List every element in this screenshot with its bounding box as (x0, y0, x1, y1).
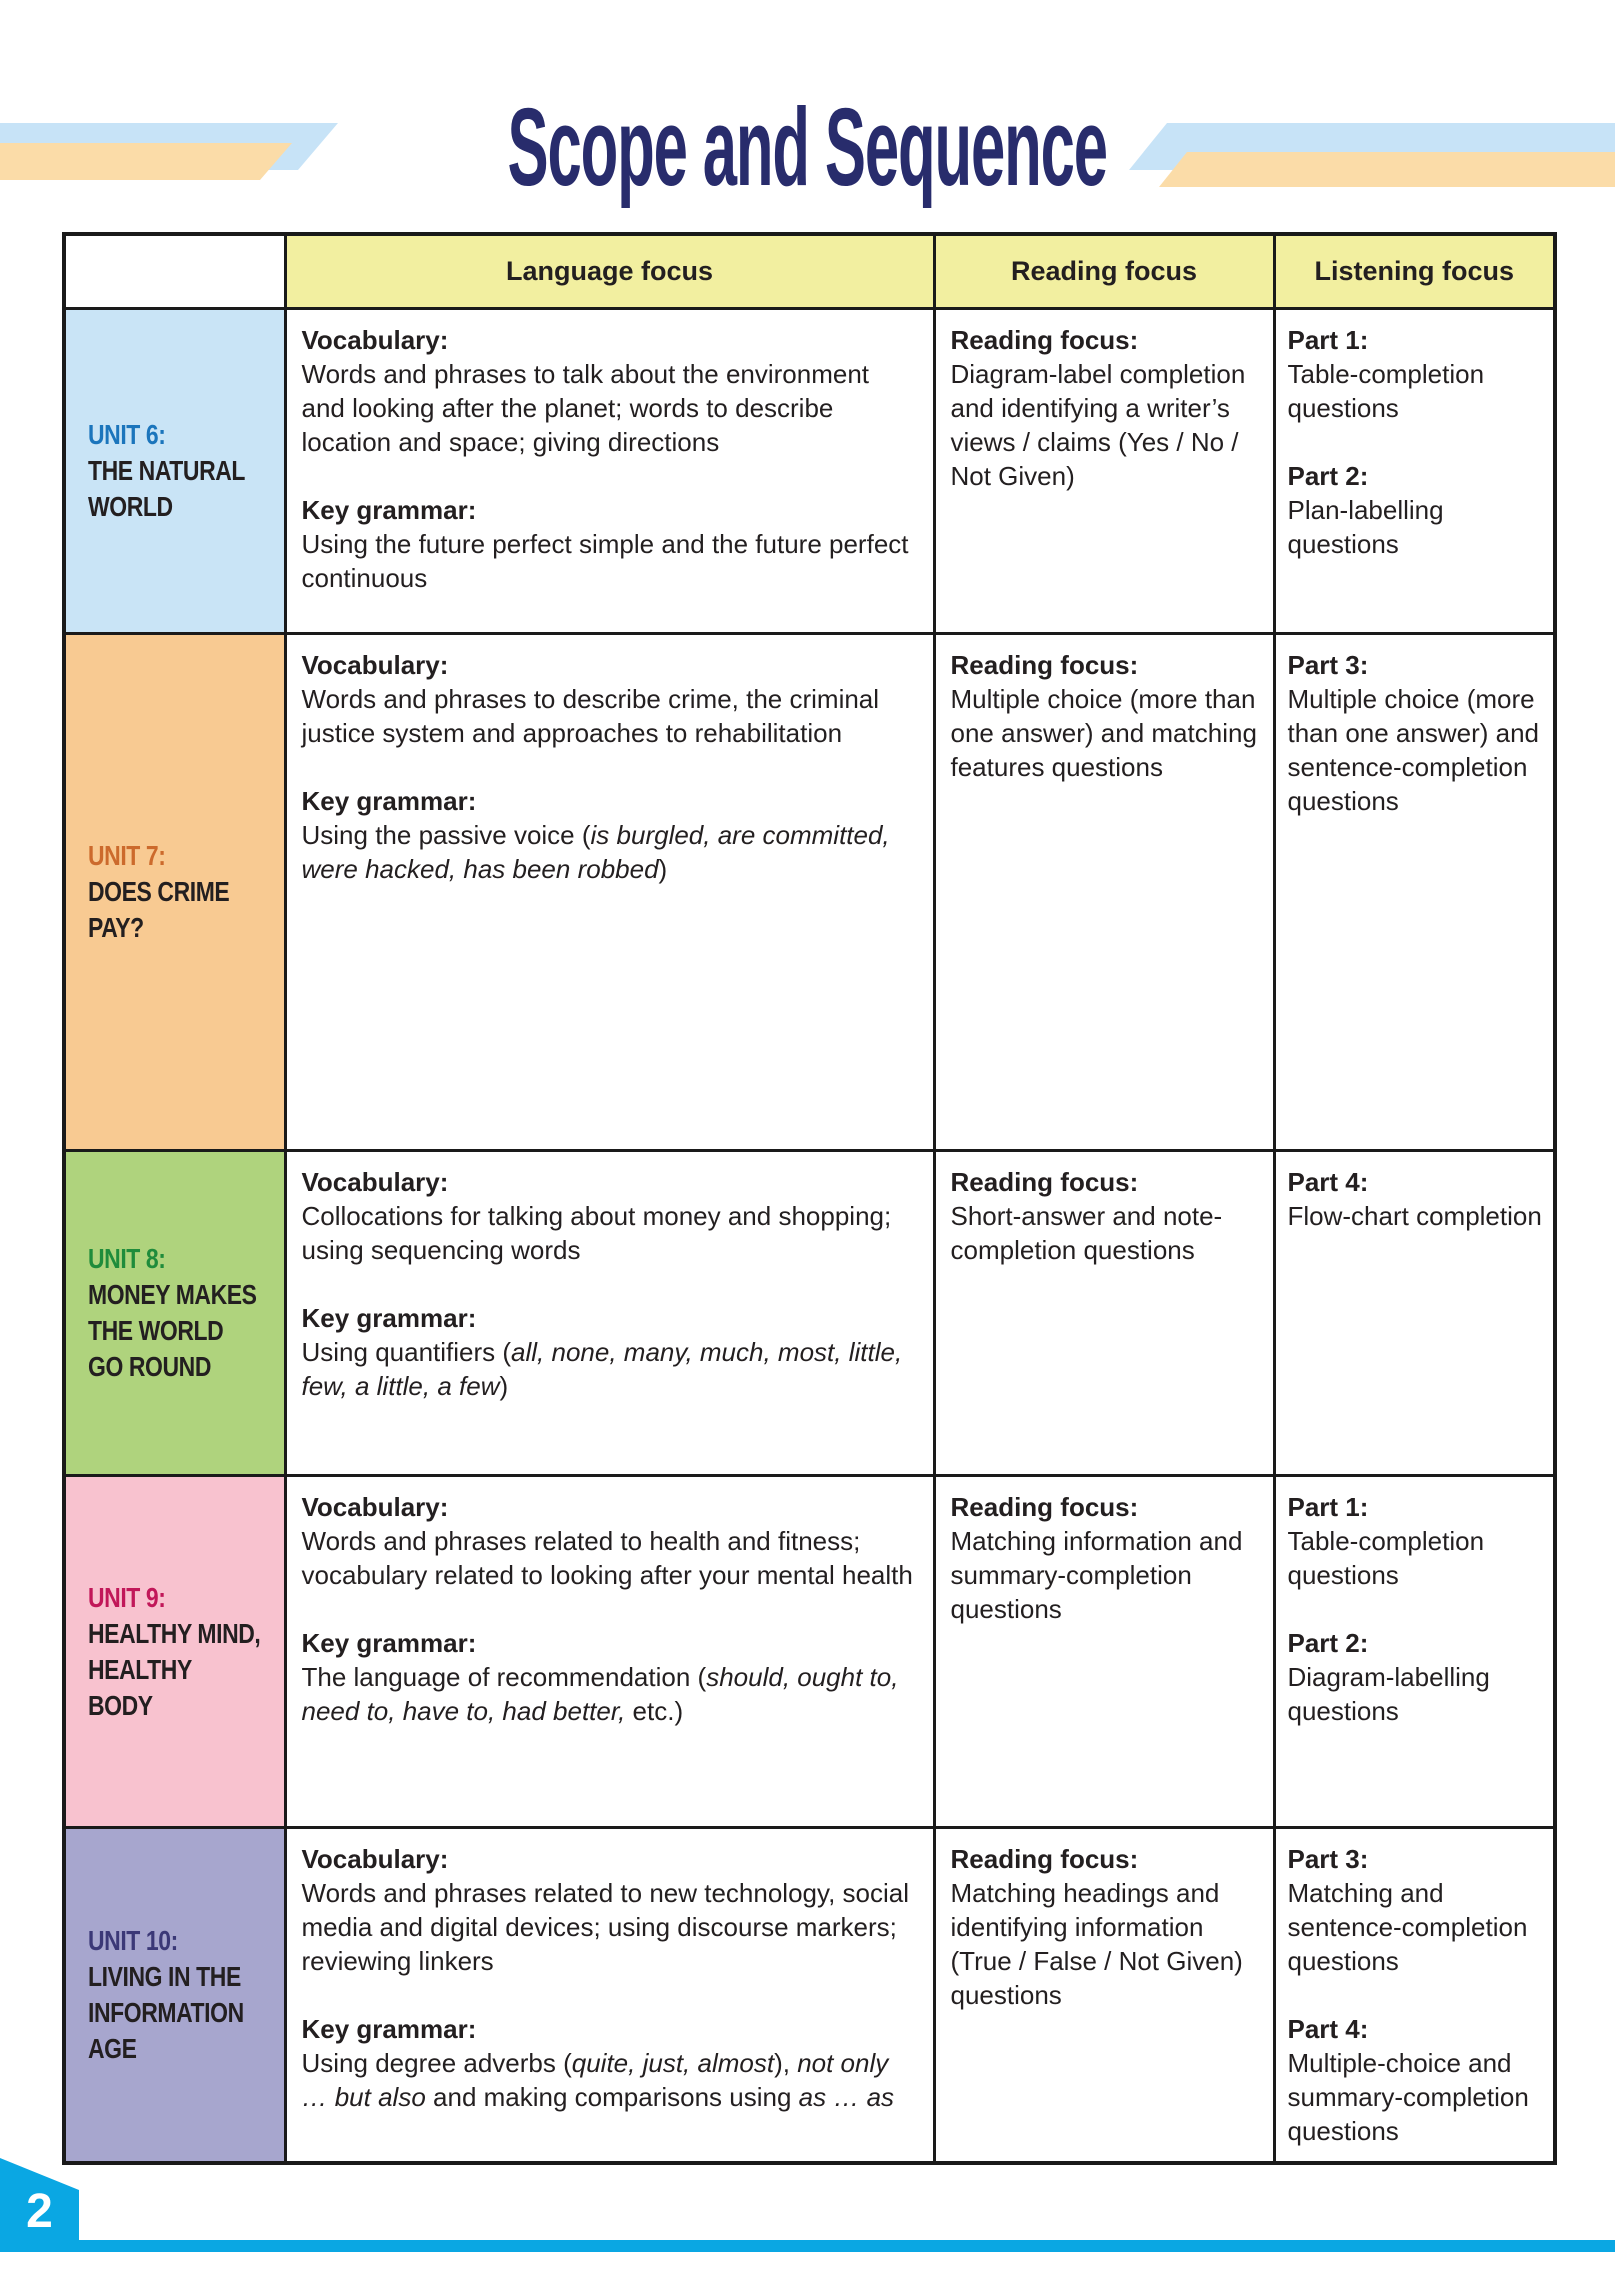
unit-10-row: UNIT 10: LIVING IN THE INFORMATION AGE V… (62, 1826, 1557, 2165)
key-grammar-label: Key grammar: (301, 495, 477, 525)
unit-8-reading-focus-cell: Reading focus: Short-answer and note-com… (932, 1149, 1276, 1477)
unit-8-title: MONEY MAKES THE WORLD GO ROUND (88, 1279, 257, 1382)
listening-part-text: Flow-chart completion (1287, 1201, 1542, 1231)
unit-6-label: UNIT 6: (88, 419, 166, 450)
reading-focus-text: Matching information and summary-complet… (950, 1526, 1243, 1624)
listening-part-label: Part 2: (1287, 461, 1369, 491)
key-grammar-label: Key grammar: (301, 1628, 477, 1658)
title-ribbon-left-peach (0, 143, 292, 180)
unit-9-row: UNIT 9: HEALTHY MIND, HEALTHY BODY Vocab… (62, 1474, 1557, 1829)
unit-7-reading-focus-cell: Reading focus: Multiple choice (more tha… (932, 632, 1276, 1152)
listening-part-text: Diagram-labelling questions (1287, 1662, 1490, 1726)
unit-8-name-cell: UNIT 8: MONEY MAKES THE WORLD GO ROUND (62, 1149, 287, 1477)
unit-10-title: LIVING IN THE INFORMATION AGE (88, 1961, 244, 2064)
unit-6-title: THE NATURAL WORLD (88, 455, 245, 522)
listening-part-text: Table-completion questions (1287, 1526, 1485, 1590)
listening-part-text: Multiple-choice and summary-completion q… (1287, 2048, 1529, 2146)
key-grammar-label: Key grammar: (301, 786, 477, 816)
unit-8-row: UNIT 8: MONEY MAKES THE WORLD GO ROUND V… (62, 1149, 1557, 1477)
vocabulary-label: Vocabulary: (301, 650, 449, 680)
footer-bar (0, 2240, 1615, 2252)
unit-column-header (62, 232, 287, 310)
unit-6-listening-focus-cell: Part 1: Table-completion questions Part … (1272, 307, 1557, 635)
column-header-language-focus: Language focus (283, 232, 936, 310)
vocabulary-text: Collocations for talking about money and… (301, 1201, 892, 1265)
listening-part-label: Part 4: (1287, 1167, 1369, 1197)
reading-focus-label: Reading focus: (950, 1492, 1139, 1522)
vocabulary-label: Vocabulary: (301, 325, 449, 355)
unit-9-listening-focus-cell: Part 1: Table-completion questions Part … (1272, 1474, 1557, 1829)
unit-7-label: UNIT 7: (88, 840, 166, 871)
listening-part-label: Part 3: (1287, 1844, 1369, 1874)
vocabulary-label: Vocabulary: (301, 1844, 449, 1874)
unit-8-label: UNIT 8: (88, 1243, 166, 1274)
unit-8-language-focus-cell: Vocabulary: Collocations for talking abo… (283, 1149, 936, 1477)
key-grammar-text: The language of recommendation (should, … (301, 1662, 899, 1726)
unit-7-language-focus-cell: Vocabulary: Words and phrases to describ… (283, 632, 936, 1152)
listening-part-label: Part 3: (1287, 650, 1369, 680)
unit-10-label: UNIT 10: (88, 1925, 178, 1956)
listening-part-text: Plan-labelling questions (1287, 495, 1444, 559)
key-grammar-label: Key grammar: (301, 2014, 477, 2044)
unit-10-reading-focus-cell: Reading focus: Matching headings and ide… (932, 1826, 1276, 2165)
unit-10-language-focus-cell: Vocabulary: Words and phrases related to… (283, 1826, 936, 2165)
listening-part-text: Multiple choice (more than one answer) a… (1287, 684, 1540, 816)
page-title: Scope and Sequence (0, 90, 1615, 206)
unit-9-name-cell: UNIT 9: HEALTHY MIND, HEALTHY BODY (62, 1474, 287, 1829)
unit-9-title: HEALTHY MIND, HEALTHY BODY (88, 1617, 261, 1721)
unit-6-language-focus-cell: Vocabulary: Words and phrases to talk ab… (283, 307, 936, 635)
listening-part-label: Part 4: (1287, 2014, 1369, 2044)
table-header-row: Language focus Reading focus Listening f… (62, 232, 1557, 310)
vocabulary-text: Words and phrases related to new technol… (301, 1878, 910, 1976)
key-grammar-text: Using the passive voice (is burgled, are… (301, 820, 890, 884)
reading-focus-label: Reading focus: (950, 1844, 1139, 1874)
unit-10-listening-focus-cell: Part 3: Matching and sentence-completion… (1272, 1826, 1557, 2165)
reading-focus-text: Short-answer and note-completion questio… (950, 1201, 1223, 1265)
unit-10-name-cell: UNIT 10: LIVING IN THE INFORMATION AGE (62, 1826, 287, 2165)
unit-6-reading-focus-cell: Reading focus: Diagram-label completion … (932, 307, 1276, 635)
unit-6-row: UNIT 6: THE NATURAL WORLD Vocabulary: Wo… (62, 307, 1557, 635)
unit-9-label: UNIT 9: (88, 1581, 166, 1613)
column-header-listening-focus: Listening focus (1272, 232, 1557, 310)
vocabulary-label: Vocabulary: (301, 1492, 449, 1522)
reading-focus-label: Reading focus: (950, 325, 1139, 355)
unit-7-row: UNIT 7: DOES CRIME PAY? Vocabulary: Word… (62, 632, 1557, 1152)
page-title-text: Scope and Sequence (507, 86, 1109, 209)
listening-part-label: Part 1: (1287, 325, 1369, 355)
unit-9-language-focus-cell: Vocabulary: Words and phrases related to… (283, 1474, 936, 1829)
column-header-reading-focus: Reading focus (932, 232, 1276, 310)
vocabulary-text: Words and phrases related to health and … (301, 1526, 913, 1590)
reading-focus-text: Matching headings and identifying inform… (950, 1878, 1243, 2010)
reading-focus-label: Reading focus: (950, 650, 1139, 680)
key-grammar-text: Using quantifiers (all, none, many, much… (301, 1337, 903, 1401)
unit-9-reading-focus-cell: Reading focus: Matching information and … (932, 1474, 1276, 1829)
reading-focus-label: Reading focus: (950, 1167, 1139, 1197)
key-grammar-text: Using degree adverbs (quite, just, almos… (301, 2048, 895, 2112)
vocabulary-label: Vocabulary: (301, 1167, 449, 1197)
listening-part-text: Table-completion questions (1287, 359, 1485, 423)
scope-sequence-table: Language focus Reading focus Listening f… (62, 232, 1557, 2165)
vocabulary-text: Words and phrases to describe crime, the… (301, 684, 880, 748)
vocabulary-text: Words and phrases to talk about the envi… (301, 359, 870, 457)
key-grammar-text: Using the future perfect simple and the … (301, 529, 909, 593)
unit-7-name-cell: UNIT 7: DOES CRIME PAY? (62, 632, 287, 1152)
title-ribbon-right-peach (1159, 152, 1615, 187)
unit-7-listening-focus-cell: Part 3: Multiple choice (more than one a… (1272, 632, 1557, 1152)
unit-7-title: DOES CRIME PAY? (88, 876, 230, 943)
listening-part-text: Matching and sentence-completion questio… (1287, 1878, 1528, 1976)
page-number-badge: 2 (0, 2158, 79, 2252)
listening-part-label: Part 2: (1287, 1628, 1369, 1658)
page-number: 2 (26, 2184, 53, 2238)
unit-8-listening-focus-cell: Part 4: Flow-chart completion (1272, 1149, 1557, 1477)
reading-focus-text: Diagram-label completion and identifying… (950, 359, 1246, 491)
reading-focus-text: Multiple choice (more than one answer) a… (950, 684, 1257, 782)
unit-6-name-cell: UNIT 6: THE NATURAL WORLD (62, 307, 287, 635)
listening-part-label: Part 1: (1287, 1492, 1369, 1522)
key-grammar-label: Key grammar: (301, 1303, 477, 1333)
